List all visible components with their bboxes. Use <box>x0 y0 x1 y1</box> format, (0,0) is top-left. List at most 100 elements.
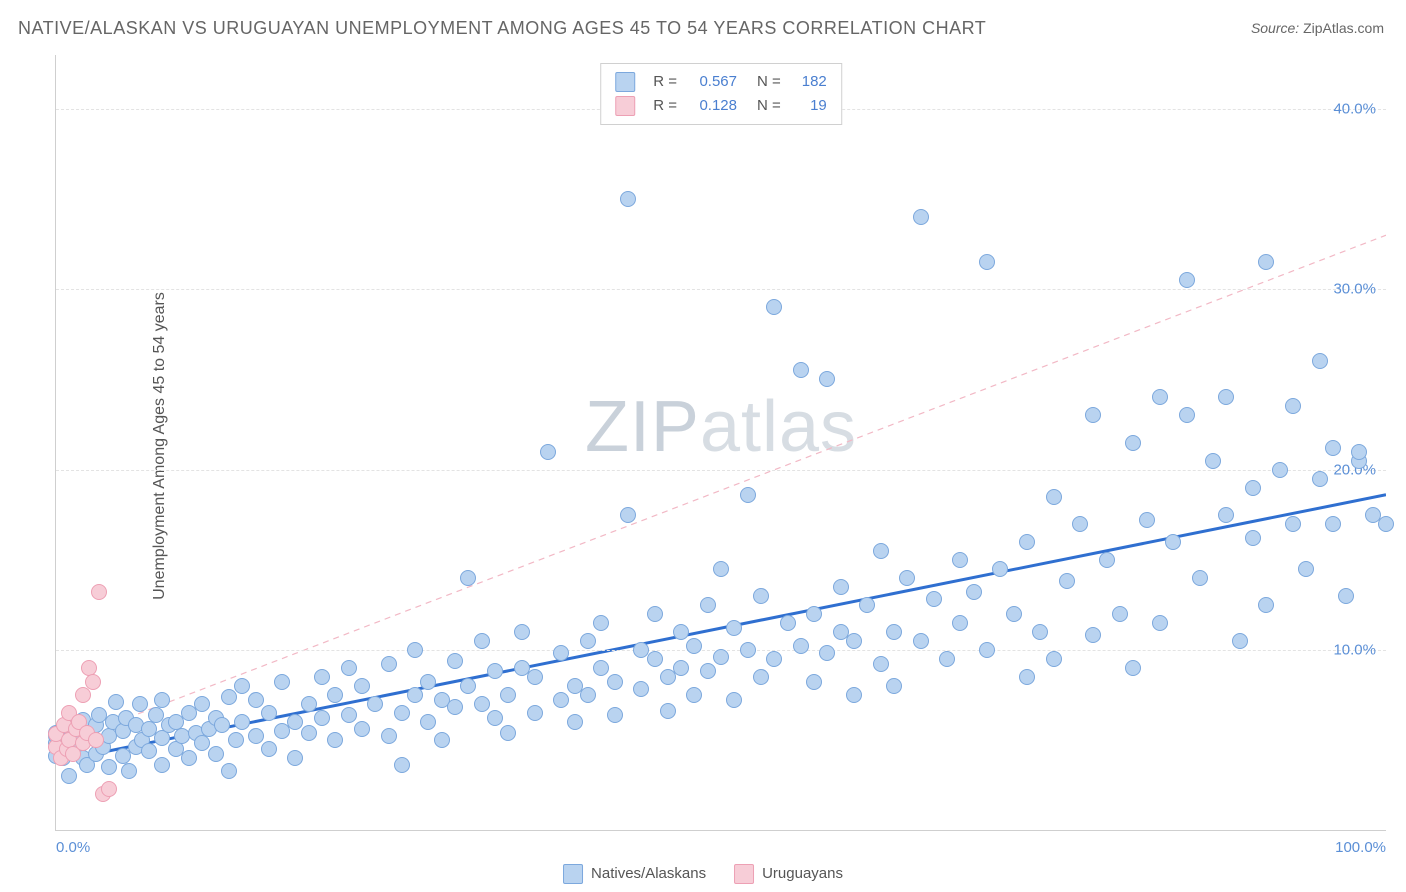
data-point <box>327 732 343 748</box>
data-point <box>740 642 756 658</box>
data-point <box>221 763 237 779</box>
data-point <box>740 487 756 503</box>
data-point <box>1165 534 1181 550</box>
data-point <box>181 750 197 766</box>
correlation-row: R =0.567N =182 <box>615 70 827 94</box>
data-point <box>979 254 995 270</box>
chart-title: NATIVE/ALASKAN VS URUGUAYAN UNEMPLOYMENT… <box>18 18 986 39</box>
data-point <box>1085 627 1101 643</box>
data-point <box>1046 651 1062 667</box>
data-point <box>819 645 835 661</box>
data-point <box>194 696 210 712</box>
data-point <box>1258 597 1274 613</box>
y-tick-label: 40.0% <box>1333 101 1376 118</box>
data-point <box>301 725 317 741</box>
chart-container: NATIVE/ALASKAN VS URUGUAYAN UNEMPLOYMENT… <box>0 0 1406 892</box>
data-point <box>540 444 556 460</box>
data-point <box>1285 516 1301 532</box>
data-point <box>354 678 370 694</box>
plot-area: ZIPatlas R =0.567N =182R =0.128N =19 10.… <box>55 55 1386 831</box>
data-point <box>607 707 623 723</box>
data-point <box>314 710 330 726</box>
data-point <box>1298 561 1314 577</box>
data-point <box>833 579 849 595</box>
r-label: R = <box>653 94 677 118</box>
data-point <box>1325 440 1341 456</box>
data-point <box>686 687 702 703</box>
y-tick-label: 30.0% <box>1333 281 1376 298</box>
data-point <box>1125 435 1141 451</box>
data-point <box>620 191 636 207</box>
data-point <box>234 714 250 730</box>
data-point <box>673 624 689 640</box>
data-point <box>1351 444 1367 460</box>
data-point <box>1152 615 1168 631</box>
data-point <box>447 653 463 669</box>
data-point <box>1232 633 1248 649</box>
data-point <box>1192 570 1208 586</box>
data-point <box>1099 552 1115 568</box>
data-point <box>1218 389 1234 405</box>
source-citation: Source: ZipAtlas.com <box>1251 20 1384 36</box>
data-point <box>913 209 929 225</box>
data-point <box>846 633 862 649</box>
data-point <box>1006 606 1022 622</box>
data-point <box>939 651 955 667</box>
data-point <box>500 687 516 703</box>
data-point <box>381 728 397 744</box>
source-label: Source: <box>1251 20 1299 36</box>
data-point <box>487 710 503 726</box>
data-point <box>673 660 689 676</box>
data-point <box>301 696 317 712</box>
data-point <box>952 552 968 568</box>
watermark-zip: ZIP <box>585 387 700 467</box>
data-point <box>394 705 410 721</box>
legend-label: Natives/Alaskans <box>591 865 706 882</box>
data-point <box>514 624 530 640</box>
data-point <box>806 674 822 690</box>
data-point <box>327 687 343 703</box>
data-point <box>1072 516 1088 532</box>
legend-item: Natives/Alaskans <box>563 864 706 884</box>
data-point <box>61 768 77 784</box>
data-point <box>713 649 729 665</box>
data-point <box>700 663 716 679</box>
data-point <box>132 696 148 712</box>
legend-swatch <box>615 72 635 92</box>
correlation-row: R =0.128N =19 <box>615 94 827 118</box>
data-point <box>952 615 968 631</box>
y-tick-label: 10.0% <box>1333 641 1376 658</box>
legend-swatch <box>563 864 583 884</box>
data-point <box>819 371 835 387</box>
data-point <box>700 597 716 613</box>
data-point <box>660 703 676 719</box>
n-label: N = <box>757 70 781 94</box>
data-point <box>341 707 357 723</box>
data-point <box>1019 534 1035 550</box>
data-point <box>873 656 889 672</box>
data-point <box>367 696 383 712</box>
data-point <box>381 656 397 672</box>
data-point <box>1059 573 1075 589</box>
trend-line <box>56 235 1386 745</box>
data-point <box>460 570 476 586</box>
data-point <box>620 507 636 523</box>
r-value: 0.567 <box>687 70 737 94</box>
data-point <box>1019 669 1035 685</box>
data-point <box>886 624 902 640</box>
data-point <box>354 721 370 737</box>
data-point <box>846 687 862 703</box>
data-point <box>341 660 357 676</box>
data-point <box>766 651 782 667</box>
data-point <box>154 692 170 708</box>
data-point <box>121 763 137 779</box>
data-point <box>1032 624 1048 640</box>
data-point <box>420 674 436 690</box>
data-point <box>647 606 663 622</box>
data-point <box>1245 530 1261 546</box>
data-point <box>1378 516 1394 532</box>
data-point <box>1272 462 1288 478</box>
data-point <box>154 757 170 773</box>
data-point <box>474 696 490 712</box>
data-point <box>261 705 277 721</box>
